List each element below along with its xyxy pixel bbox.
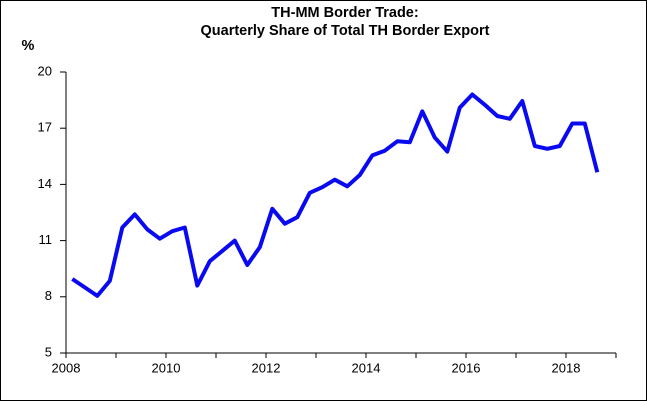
x-tick-label: 2012 <box>252 360 281 375</box>
y-tick-label: 17 <box>38 120 52 135</box>
x-tick-label: 2018 <box>552 360 581 375</box>
y-tick-label: 8 <box>45 288 52 303</box>
x-tick-label: 2008 <box>52 360 81 375</box>
x-tick-label: 2014 <box>352 360 381 375</box>
data-line <box>71 92 600 298</box>
y-axis-label: % <box>22 38 35 54</box>
y-tick-label: 20 <box>38 63 52 78</box>
x-tick-label: 2016 <box>452 360 481 375</box>
chart-title: Quarterly Share of Total TH Border Expor… <box>201 23 490 39</box>
y-tick-label: 5 <box>45 344 52 359</box>
chart-title: TH-MM Border Trade: <box>271 5 418 21</box>
y-tick-label: 11 <box>39 232 53 247</box>
y-tick-label: 14 <box>38 176 52 191</box>
x-tick-label: 2010 <box>152 360 181 375</box>
